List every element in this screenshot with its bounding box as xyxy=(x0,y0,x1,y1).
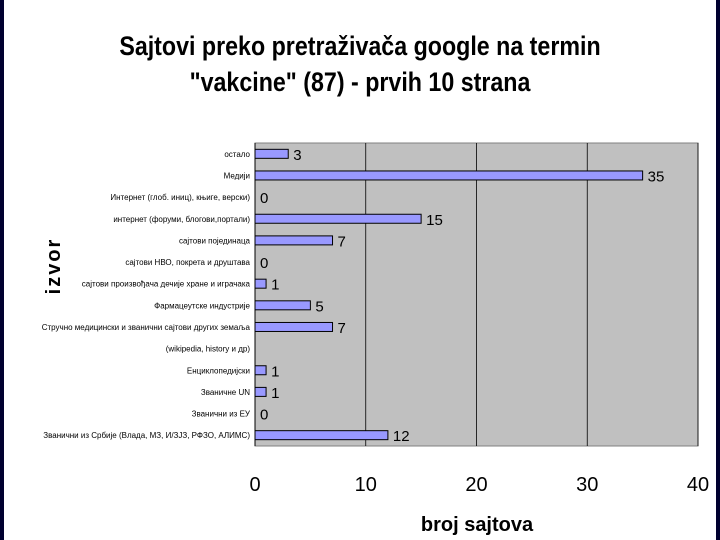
category-label: Интернет (глоб. иниц), књиге, верски) xyxy=(110,193,250,202)
category-label: Медији xyxy=(224,171,250,180)
category-label: Енциклопедијски xyxy=(187,366,250,375)
slide: Sajtovi preko pretraživača google na ter… xyxy=(4,0,716,540)
bar xyxy=(254,213,422,224)
data-label: 12 xyxy=(393,428,410,445)
x-tick-labels: 0 10 20 30 40 xyxy=(249,474,709,496)
x-axis-title: broj sajtova xyxy=(421,514,534,536)
data-label: 7 xyxy=(338,320,346,337)
x-tick-label: 40 xyxy=(687,474,709,496)
chart-title: Sajtovi preko pretraživača google na ter… xyxy=(54,28,666,100)
bar xyxy=(254,321,334,332)
chart-title-line-2: "vakcine" (87) - prvih 10 strana xyxy=(189,67,531,97)
data-label: 1 xyxy=(271,385,279,402)
category-label: остало xyxy=(224,150,250,159)
bar xyxy=(254,235,334,246)
data-label: 35 xyxy=(648,168,665,185)
category-label: интернет (форуми, блогови,портали) xyxy=(113,215,250,224)
data-label: 15 xyxy=(426,212,443,229)
chart-title-line-1: Sajtovi preko pretraživača google na ter… xyxy=(119,31,601,61)
x-tick-label: 30 xyxy=(576,474,598,496)
gridlines xyxy=(254,143,699,446)
x-tick-label: 20 xyxy=(465,474,487,496)
bars xyxy=(254,148,644,441)
category-label: Званични из Србије (Влада, МЗ, И/ЗЈЗ, РФ… xyxy=(43,431,250,440)
category-label: сајтови појединаца xyxy=(179,236,251,245)
bar xyxy=(254,386,267,397)
bar xyxy=(254,148,289,159)
category-label: Фармацеутске индустрије xyxy=(154,301,250,310)
category-labels: остало Медији Интернет (глоб. иниц), књиге… xyxy=(42,150,251,440)
category-label: Стручно медицински и званични сајтови др… xyxy=(42,323,251,332)
bar xyxy=(254,278,267,289)
bar-chart: остало Медији Интернет (глоб. иниц), књиге… xyxy=(42,142,709,536)
bar xyxy=(254,365,267,376)
x-tick-label: 0 xyxy=(249,474,260,496)
category-label: сајтови НВО, покрета и друштава xyxy=(125,258,250,267)
bar xyxy=(254,430,389,441)
category-label: Званични из ЕУ xyxy=(192,410,251,419)
data-label: 1 xyxy=(271,277,279,294)
category-label: Званичне UN xyxy=(201,388,250,397)
bar xyxy=(254,170,644,181)
data-label: 3 xyxy=(293,147,301,164)
category-label: сајтови произвођача дечије хране и играч… xyxy=(82,280,251,289)
data-label: 5 xyxy=(315,298,323,315)
bar xyxy=(254,300,311,311)
data-label: 0 xyxy=(260,407,268,424)
data-label: 0 xyxy=(260,190,268,207)
data-label: 0 xyxy=(260,255,268,272)
category-label: (wikipedia, history и др) xyxy=(166,345,251,354)
x-tick-label: 10 xyxy=(355,474,377,496)
data-label: 7 xyxy=(338,233,346,250)
data-label: 1 xyxy=(271,363,279,380)
y-axis-title: izvor xyxy=(43,238,65,295)
